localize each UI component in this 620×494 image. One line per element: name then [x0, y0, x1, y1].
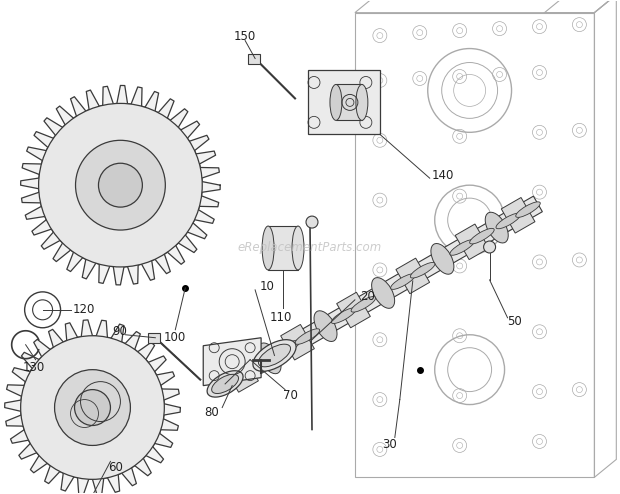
Ellipse shape — [275, 340, 300, 356]
Circle shape — [74, 390, 110, 425]
Ellipse shape — [351, 296, 376, 312]
Polygon shape — [5, 320, 180, 494]
Polygon shape — [336, 84, 362, 121]
FancyBboxPatch shape — [148, 333, 161, 343]
Text: eReplacementParts.com: eReplacementParts.com — [238, 242, 382, 254]
Text: 130: 130 — [23, 361, 45, 374]
Polygon shape — [455, 224, 489, 260]
Ellipse shape — [516, 202, 540, 217]
Ellipse shape — [253, 340, 296, 371]
Text: 120: 120 — [73, 303, 95, 316]
Ellipse shape — [330, 84, 342, 121]
Circle shape — [76, 140, 166, 230]
Circle shape — [20, 336, 164, 479]
Text: 70: 70 — [283, 389, 298, 402]
Circle shape — [484, 241, 495, 253]
FancyBboxPatch shape — [248, 53, 260, 64]
Polygon shape — [502, 198, 535, 233]
Ellipse shape — [485, 212, 508, 243]
Text: 30: 30 — [382, 438, 397, 451]
Text: 80: 80 — [204, 406, 219, 419]
Text: 100: 100 — [163, 331, 185, 344]
Polygon shape — [281, 325, 314, 360]
Ellipse shape — [259, 344, 291, 367]
Ellipse shape — [295, 329, 320, 344]
Text: 60: 60 — [108, 461, 123, 474]
Ellipse shape — [410, 262, 435, 278]
Polygon shape — [396, 258, 430, 294]
Ellipse shape — [262, 226, 274, 270]
Polygon shape — [308, 71, 380, 134]
Ellipse shape — [239, 361, 264, 376]
Ellipse shape — [356, 84, 368, 121]
Ellipse shape — [314, 311, 337, 341]
Circle shape — [38, 103, 202, 267]
Ellipse shape — [469, 228, 494, 244]
Text: 50: 50 — [508, 315, 522, 329]
Polygon shape — [224, 357, 259, 392]
Text: 10: 10 — [260, 281, 275, 293]
Ellipse shape — [211, 374, 239, 394]
Polygon shape — [20, 85, 220, 285]
Text: 140: 140 — [432, 169, 454, 182]
Polygon shape — [337, 292, 370, 328]
Text: 110: 110 — [270, 311, 293, 324]
Text: 90: 90 — [112, 325, 127, 338]
Polygon shape — [203, 338, 261, 386]
Ellipse shape — [431, 244, 454, 274]
Ellipse shape — [219, 372, 244, 388]
Polygon shape — [218, 196, 542, 394]
Text: 150: 150 — [233, 30, 255, 43]
Text: 20: 20 — [360, 290, 374, 303]
Ellipse shape — [496, 213, 521, 229]
Ellipse shape — [371, 278, 395, 308]
Polygon shape — [268, 226, 298, 270]
Ellipse shape — [258, 343, 281, 373]
Circle shape — [55, 370, 130, 446]
Circle shape — [306, 216, 318, 228]
Ellipse shape — [292, 226, 304, 270]
Ellipse shape — [450, 240, 474, 255]
Ellipse shape — [207, 370, 243, 397]
Circle shape — [99, 163, 143, 207]
Ellipse shape — [331, 308, 356, 324]
Ellipse shape — [391, 274, 415, 289]
